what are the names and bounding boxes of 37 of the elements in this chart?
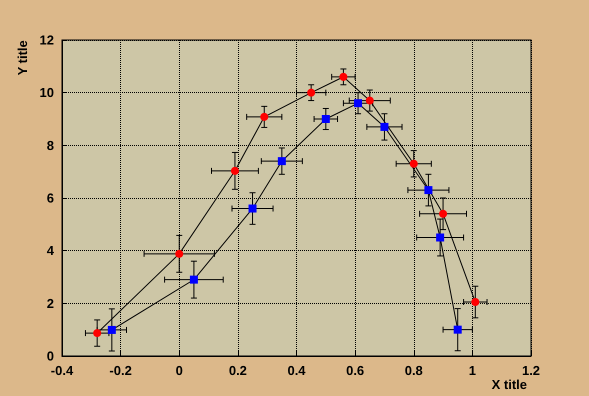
point (93, 329, 102, 338)
point (454, 326, 462, 334)
point (410, 160, 418, 168)
x-tick-label: -0.4 (50, 363, 74, 378)
y-tick-label: 8 (46, 138, 54, 153)
point (471, 298, 480, 306)
point (248, 204, 257, 213)
point (108, 326, 116, 334)
x-tick-label: 0.4 (287, 363, 306, 378)
x-tick-label: 0.6 (346, 363, 364, 378)
x-tick-label: 0.8 (404, 363, 423, 378)
point (436, 234, 444, 242)
y-tick-label: 2 (46, 296, 54, 311)
x-tick-label: 0 (176, 363, 183, 378)
x-tick-label: 0.2 (228, 363, 247, 378)
point (260, 112, 268, 121)
point (339, 72, 348, 81)
x-axis-title: X title (492, 377, 528, 392)
point (424, 186, 432, 194)
point (190, 276, 198, 284)
y-tick-label: 12 (40, 32, 54, 48)
y-tick-label: 0 (46, 348, 54, 364)
point (354, 99, 362, 108)
x-tick-label: 1 (468, 363, 476, 378)
point (175, 250, 184, 258)
point (322, 115, 330, 123)
x-tick-label: 1.2 (522, 363, 540, 378)
point (439, 210, 448, 218)
x-tick-label: -0.2 (109, 363, 132, 378)
point (307, 88, 316, 97)
y-tick-label: 10 (40, 85, 54, 100)
y-tick-label: 6 (46, 190, 54, 206)
point (380, 122, 388, 131)
point (278, 157, 286, 166)
point (230, 166, 239, 175)
y-tick-label: 4 (46, 243, 55, 258)
y-axis-title: Y title (15, 40, 30, 76)
